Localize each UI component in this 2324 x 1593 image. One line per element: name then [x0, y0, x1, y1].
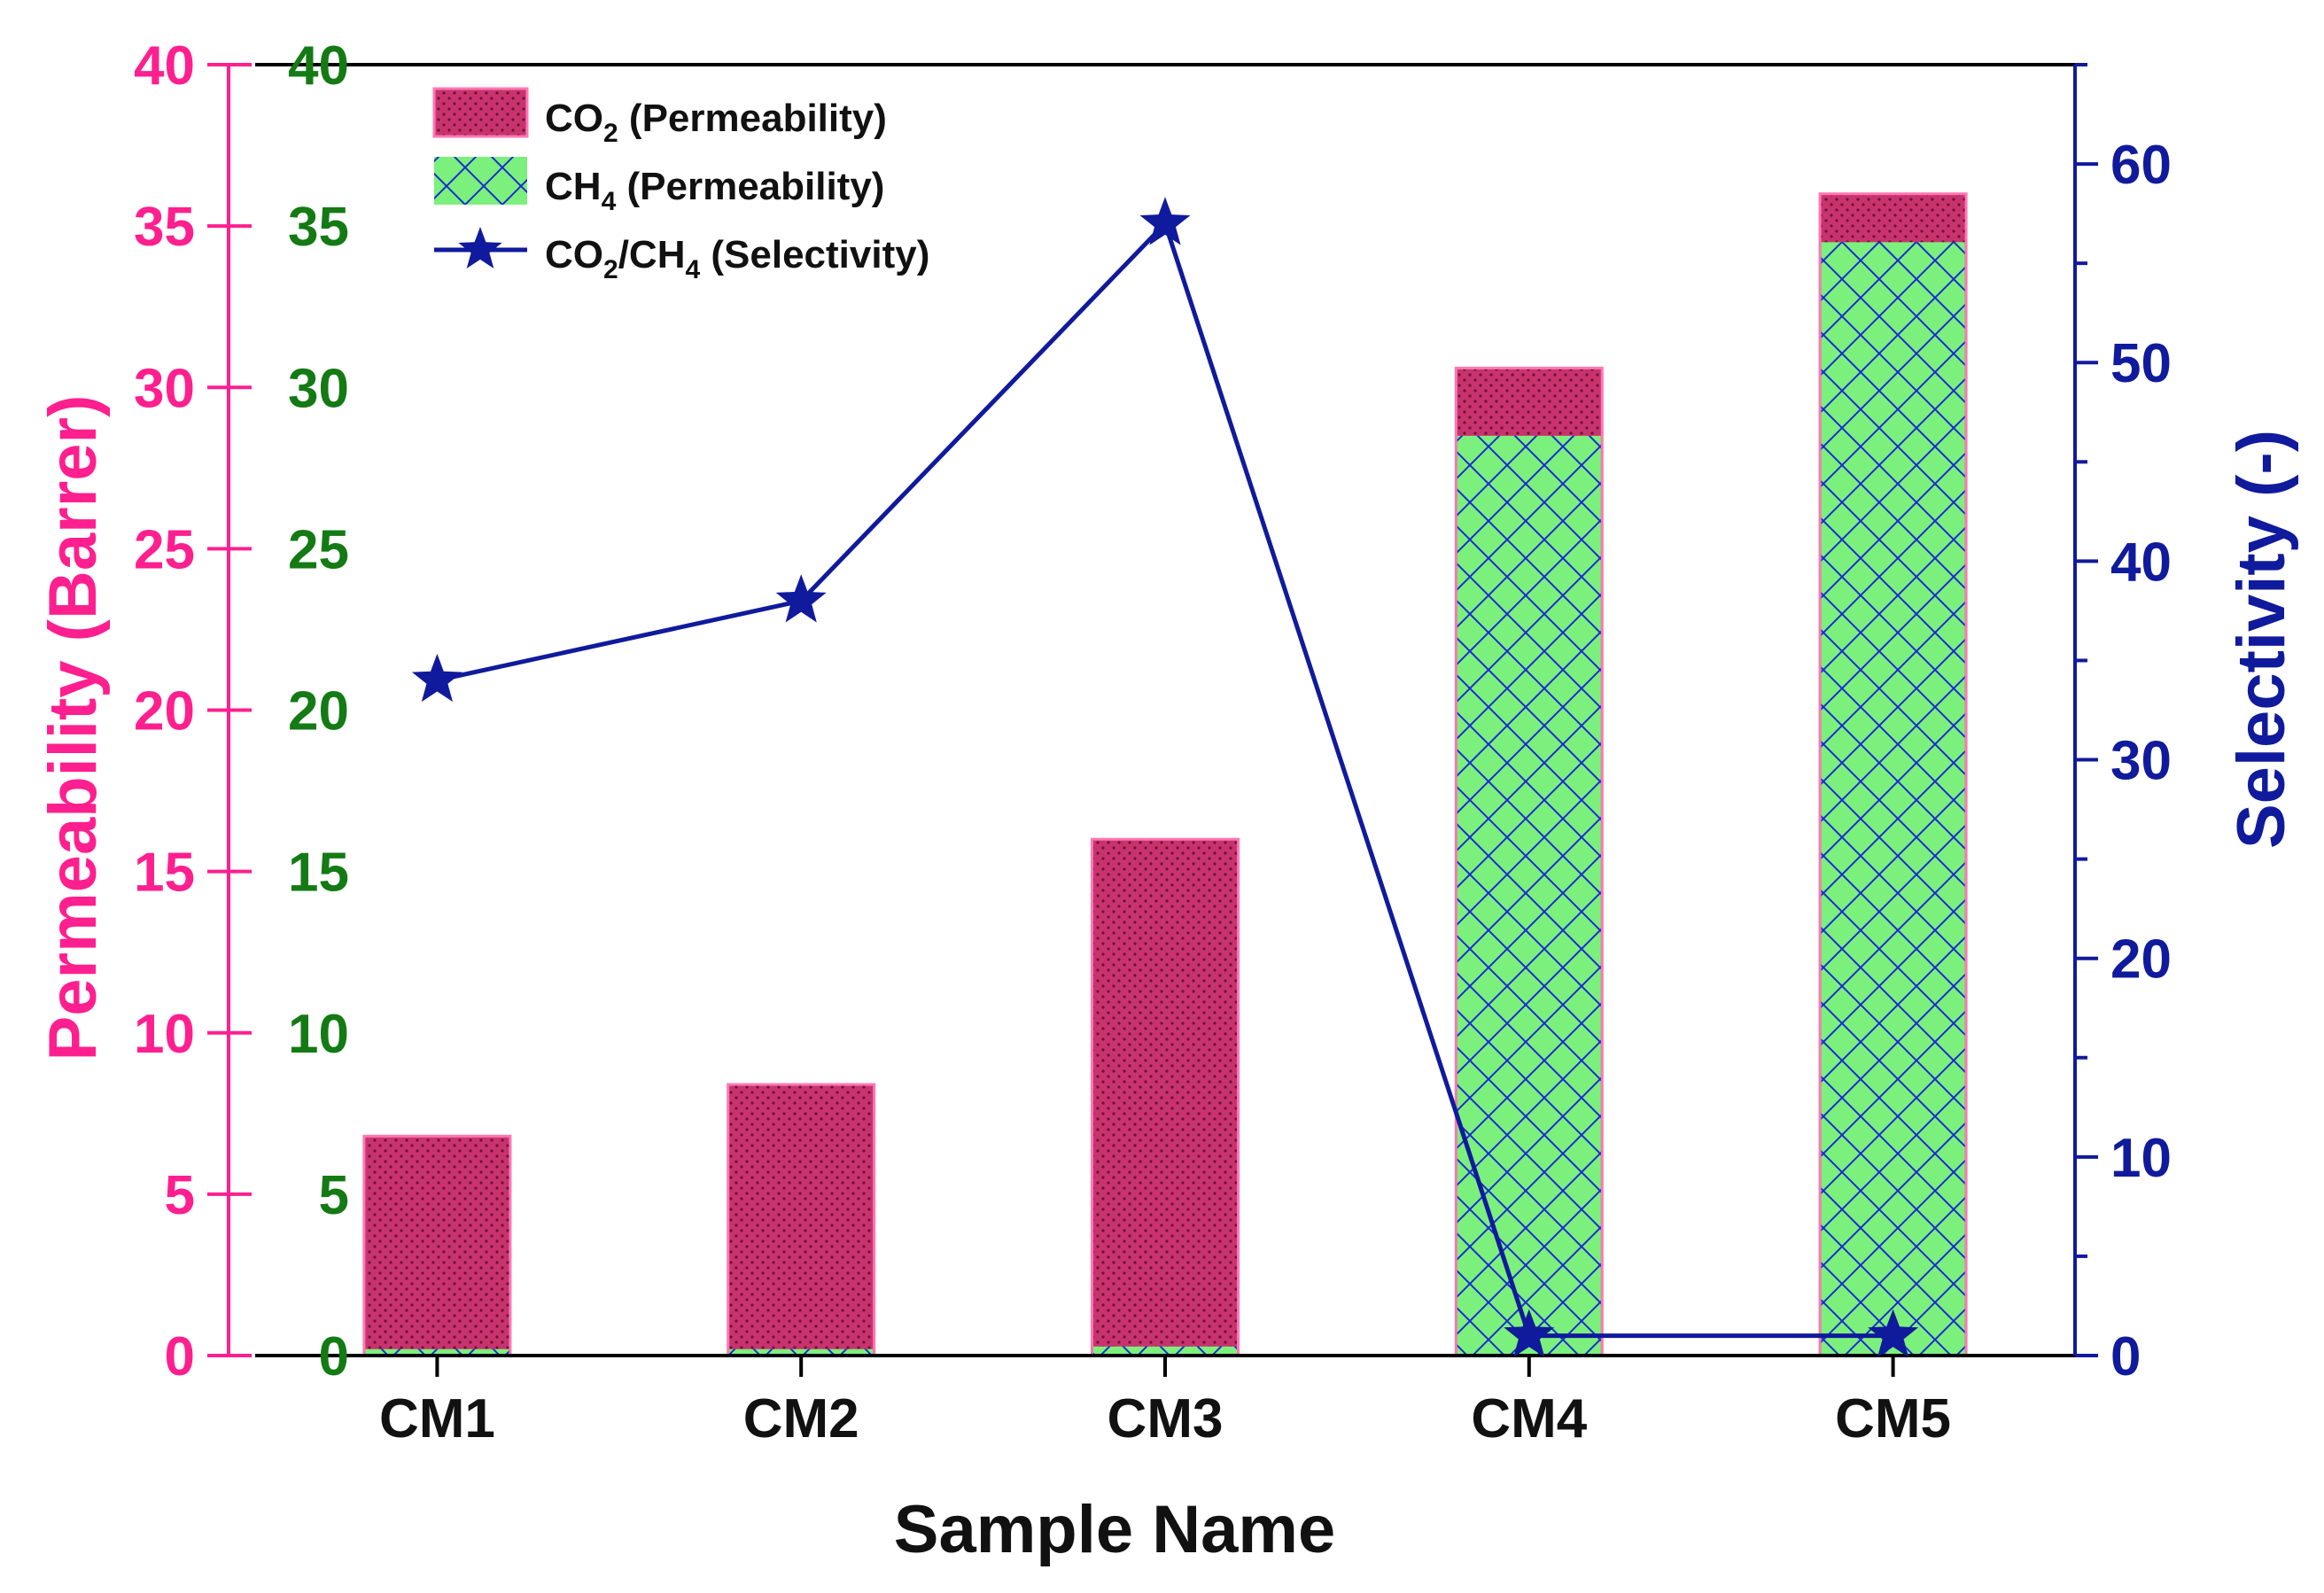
ch4-bar-cm2 — [729, 1348, 874, 1356]
left-tick-label-green-5: 5 — [319, 1165, 349, 1226]
co2-bar-cm3 — [1091, 837, 1240, 1357]
left-tick-label-green-40: 40 — [288, 35, 349, 97]
selectivity-point-cm2 — [775, 574, 827, 623]
x-tick-label-cm4: CM4 — [1471, 1388, 1587, 1449]
right-tick-label-40: 40 — [2110, 532, 2172, 593]
left-permeability-axis: 0 0 5 5 10 10 15 15 20 20 25 25 30 30 35 35 40 40 — [134, 35, 349, 1387]
selectivity-point-cm4 — [1504, 1309, 1555, 1357]
left-tick-label-green-10: 10 — [288, 1004, 349, 1065]
ch4-bar-cm3 — [1093, 1346, 1237, 1356]
left-tick-label-pink-35: 35 — [134, 197, 195, 258]
bars-layer — [362, 192, 1968, 1357]
legend-label-ch4: CH4 (Permeability) — [545, 165, 884, 216]
left-tick-label-green-35: 35 — [288, 197, 349, 258]
legend-label-selectivity: CO2/CH4 (Selectivity) — [545, 233, 929, 284]
x-sample-axis: CM1 CM2 CM3 CM4 CM5 — [379, 1356, 1951, 1449]
selectivity-point-cm5 — [1868, 1309, 1919, 1357]
chart-legend: CO2 (Permeability) CH4 (Permeability) CO2/… — [432, 87, 929, 284]
right-tick-label-10: 10 — [2110, 1128, 2172, 1189]
right-tick-label-30: 30 — [2110, 731, 2172, 792]
right-tick-label-20: 20 — [2110, 929, 2172, 991]
left-tick-label-green-0: 0 — [319, 1326, 349, 1387]
left-y-axis-title: Permeability (Barrer) — [35, 395, 111, 1061]
x-tick-label-cm3: CM3 — [1108, 1388, 1224, 1449]
selectivity-point-cm3 — [1139, 197, 1191, 245]
left-tick-label-pink-40: 40 — [134, 35, 195, 97]
selectivity-point-cm1 — [411, 653, 462, 703]
x-tick-label-cm2: CM2 — [743, 1388, 859, 1449]
legend-label-co2: CO2 (Permeability) — [545, 97, 887, 148]
x-axis-title: Sample Name — [894, 1492, 1335, 1567]
left-tick-label-pink-5: 5 — [165, 1165, 195, 1226]
left-tick-label-green-20: 20 — [288, 681, 349, 742]
left-tick-label-pink-10: 10 — [134, 1004, 195, 1065]
left-tick-label-green-25: 25 — [288, 519, 349, 580]
x-tick-label-cm1: CM1 — [379, 1388, 495, 1449]
left-tick-label-green-30: 30 — [288, 358, 349, 419]
left-tick-label-pink-25: 25 — [134, 519, 195, 580]
x-tick-label-cm5: CM5 — [1835, 1388, 1951, 1449]
right-selectivity-axis: 0 10 20 30 40 50 60 — [2073, 63, 2172, 1387]
ch4-bar-cm4 — [1457, 435, 1601, 1356]
ch4-bar-cm1 — [365, 1348, 509, 1356]
left-tick-label-pink-30: 30 — [134, 358, 195, 419]
ch4-bar-cm5 — [1821, 242, 1965, 1356]
legend-swatch-ch4 — [434, 157, 527, 205]
right-tick-label-50: 50 — [2110, 333, 2172, 394]
left-tick-label-pink-0: 0 — [165, 1326, 195, 1387]
left-tick-label-pink-15: 15 — [134, 843, 195, 904]
legend-swatch-co2 — [432, 87, 529, 138]
co2-bar-cm1 — [362, 1134, 512, 1357]
right-tick-label-0: 0 — [2110, 1326, 2141, 1387]
co2-bar-cm2 — [727, 1083, 876, 1357]
left-tick-label-pink-20: 20 — [134, 681, 195, 742]
right-y-axis-title: Selectivity (-) — [2224, 430, 2299, 849]
left-tick-label-green-15: 15 — [288, 843, 349, 904]
right-tick-label-60: 60 — [2110, 135, 2172, 196]
